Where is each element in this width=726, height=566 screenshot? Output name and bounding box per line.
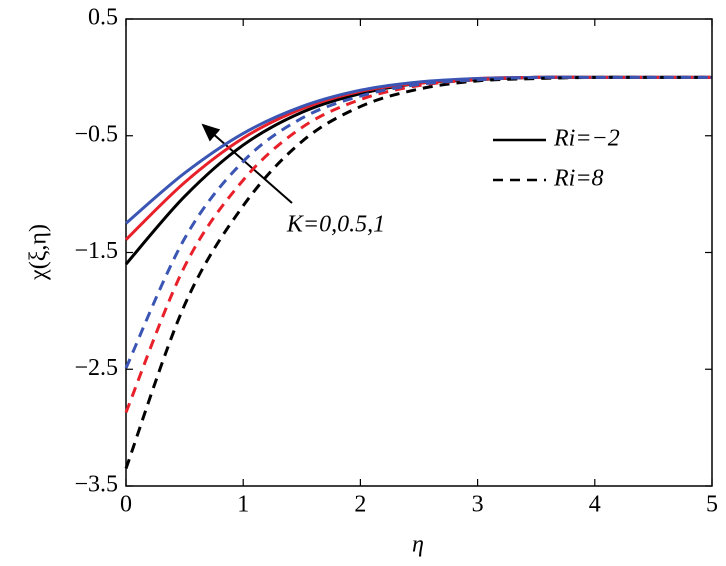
x-tick-label: 1 bbox=[237, 492, 249, 518]
legend-label: Ri=8 bbox=[553, 166, 604, 192]
y-tick-label: −1.5 bbox=[74, 238, 118, 264]
y-tick-label: −3.5 bbox=[74, 472, 118, 498]
line-series bbox=[124, 75, 712, 469]
x-tick-label: 0 bbox=[120, 492, 132, 518]
x-tick-label: 4 bbox=[589, 492, 601, 518]
line-series bbox=[125, 75, 712, 225]
annotation: K=0,0.5,1 bbox=[286, 212, 385, 238]
arrow bbox=[201, 123, 293, 204]
line-series bbox=[124, 75, 712, 414]
y-tick-label: −2.5 bbox=[74, 355, 118, 381]
x-tick-label: 3 bbox=[472, 492, 484, 518]
line-series bbox=[124, 75, 712, 266]
y-tick-label: 0.5 bbox=[88, 5, 118, 31]
line-series bbox=[124, 75, 712, 241]
line-series bbox=[124, 75, 712, 369]
legend-label: Ri=−2 bbox=[553, 126, 620, 152]
x-axis-label: η bbox=[412, 532, 424, 558]
plot-frame bbox=[125, 18, 713, 487]
x-tick-label: 5 bbox=[706, 492, 718, 518]
y-tick-label: −0.5 bbox=[74, 121, 118, 147]
x-tick-label: 2 bbox=[354, 492, 366, 518]
y-axis-label: χ(ξ,η) bbox=[26, 224, 52, 281]
